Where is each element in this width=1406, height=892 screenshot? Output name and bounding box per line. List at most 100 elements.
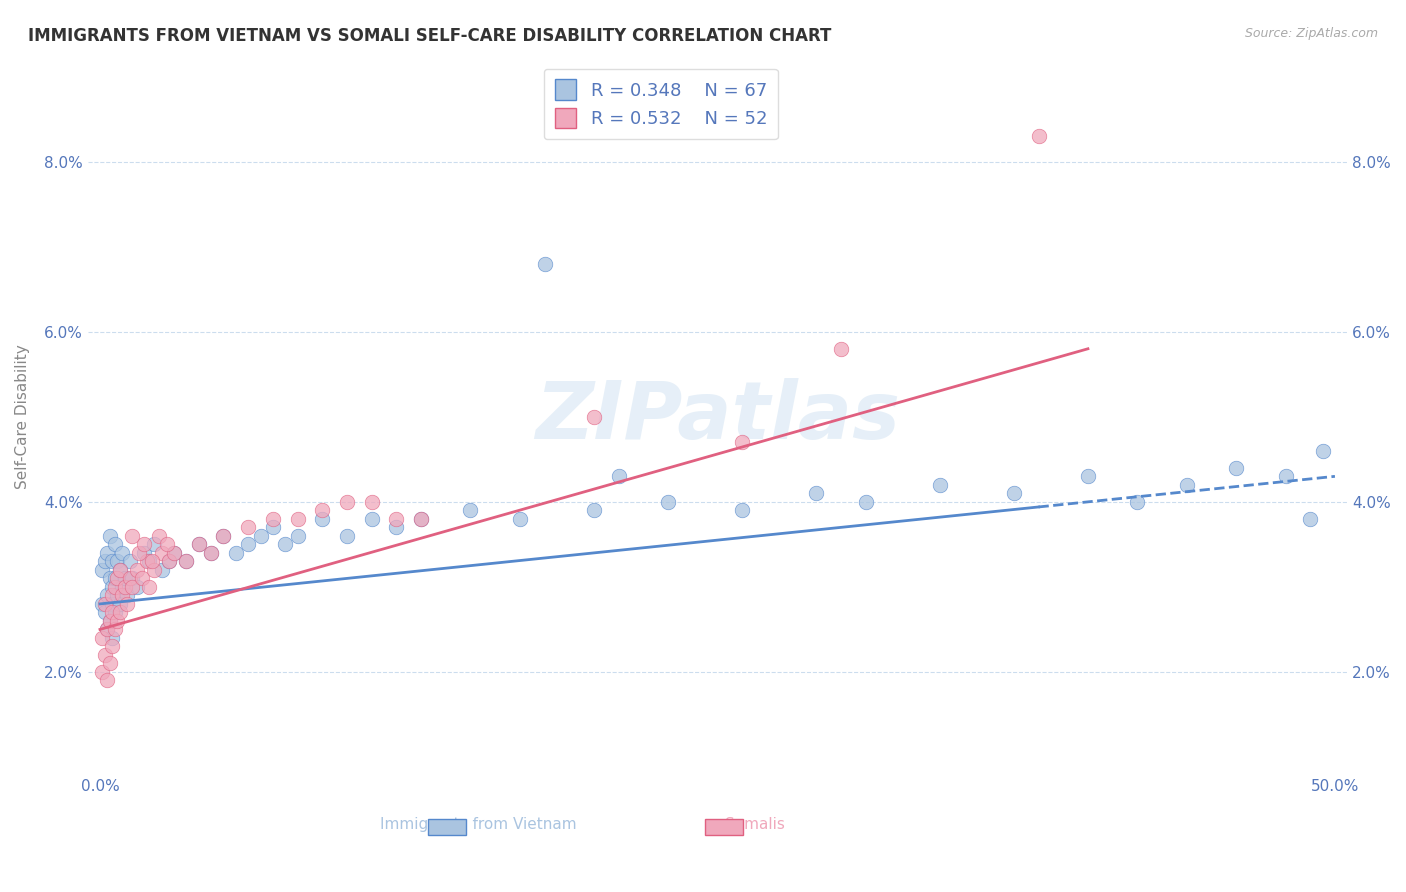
Point [98, 529, 121, 543]
Point [287, 512, 309, 526]
Point [101, 640, 124, 654]
Text: Somalis: Somalis [725, 817, 785, 832]
Point [104, 580, 127, 594]
Text: ZIPatlas: ZIPatlas [534, 378, 900, 456]
Point [533, 257, 555, 271]
Point [187, 537, 209, 551]
Point [249, 529, 271, 543]
Point [101, 589, 124, 603]
Point [96, 623, 118, 637]
Point [731, 503, 754, 517]
Point [118, 554, 141, 568]
Point [1028, 129, 1050, 144]
Point [101, 580, 124, 594]
Point [1312, 443, 1334, 458]
Point [1002, 486, 1025, 500]
Point [96, 623, 118, 637]
Point [212, 529, 235, 543]
Text: Immigrants from Vietnam: Immigrants from Vietnam [380, 817, 576, 832]
Point [157, 554, 180, 568]
Point [409, 512, 432, 526]
Point [1274, 469, 1296, 483]
Point [96, 673, 118, 688]
Point [385, 520, 408, 534]
Point [135, 554, 157, 568]
Point [176, 554, 198, 568]
Point [262, 512, 284, 526]
Point [657, 495, 679, 509]
Point [101, 631, 124, 645]
Point [582, 409, 605, 424]
Point [98, 614, 121, 628]
Point [98, 571, 121, 585]
Point [125, 563, 148, 577]
Point [262, 520, 284, 534]
Point [163, 546, 186, 560]
Legend: R = 0.348    N = 67, R = 0.532    N = 52: R = 0.348 N = 67, R = 0.532 N = 52 [544, 69, 778, 139]
Point [1077, 469, 1099, 483]
Point [91, 665, 114, 679]
Point [150, 546, 173, 560]
Point [1175, 478, 1198, 492]
Point [94, 554, 117, 568]
Point [311, 503, 333, 517]
Point [238, 537, 260, 551]
Point [143, 563, 166, 577]
Point [582, 503, 605, 517]
Point [94, 648, 117, 662]
FancyBboxPatch shape [427, 819, 465, 835]
Point [98, 657, 121, 671]
Point [121, 580, 143, 594]
Point [105, 589, 128, 603]
Point [121, 529, 143, 543]
Point [360, 495, 382, 509]
Point [156, 537, 179, 551]
Point [238, 520, 260, 534]
Point [134, 546, 156, 560]
Point [101, 554, 124, 568]
Point [336, 495, 359, 509]
Point [134, 537, 156, 551]
Point [385, 512, 408, 526]
Point [1299, 512, 1322, 526]
Point [94, 606, 117, 620]
Point [108, 563, 131, 577]
Point [104, 606, 127, 620]
Point [114, 571, 136, 585]
Point [928, 478, 950, 492]
Point [115, 597, 138, 611]
Text: IMMIGRANTS FROM VIETNAM VS SOMALI SELF-CARE DISABILITY CORRELATION CHART: IMMIGRANTS FROM VIETNAM VS SOMALI SELF-C… [28, 27, 831, 45]
Point [91, 563, 114, 577]
Point [105, 571, 128, 585]
Point [806, 486, 828, 500]
Point [131, 571, 153, 585]
FancyBboxPatch shape [704, 819, 742, 835]
Point [108, 597, 131, 611]
Point [91, 631, 114, 645]
Point [108, 563, 131, 577]
Point [96, 546, 118, 560]
Point [311, 512, 333, 526]
Point [163, 546, 186, 560]
Point [225, 546, 247, 560]
Point [105, 554, 128, 568]
Point [141, 554, 163, 568]
Point [830, 342, 852, 356]
Point [138, 554, 160, 568]
Point [94, 597, 117, 611]
Point [200, 546, 222, 560]
Point [104, 623, 127, 637]
Point [128, 546, 150, 560]
Point [148, 529, 170, 543]
Point [360, 512, 382, 526]
Point [111, 580, 134, 594]
Point [111, 546, 134, 560]
Point [121, 571, 143, 585]
Point [336, 529, 359, 543]
Point [96, 589, 118, 603]
Point [460, 503, 482, 517]
Text: Source: ZipAtlas.com: Source: ZipAtlas.com [1244, 27, 1378, 40]
Point [607, 469, 630, 483]
Point [200, 546, 222, 560]
Point [105, 614, 128, 628]
